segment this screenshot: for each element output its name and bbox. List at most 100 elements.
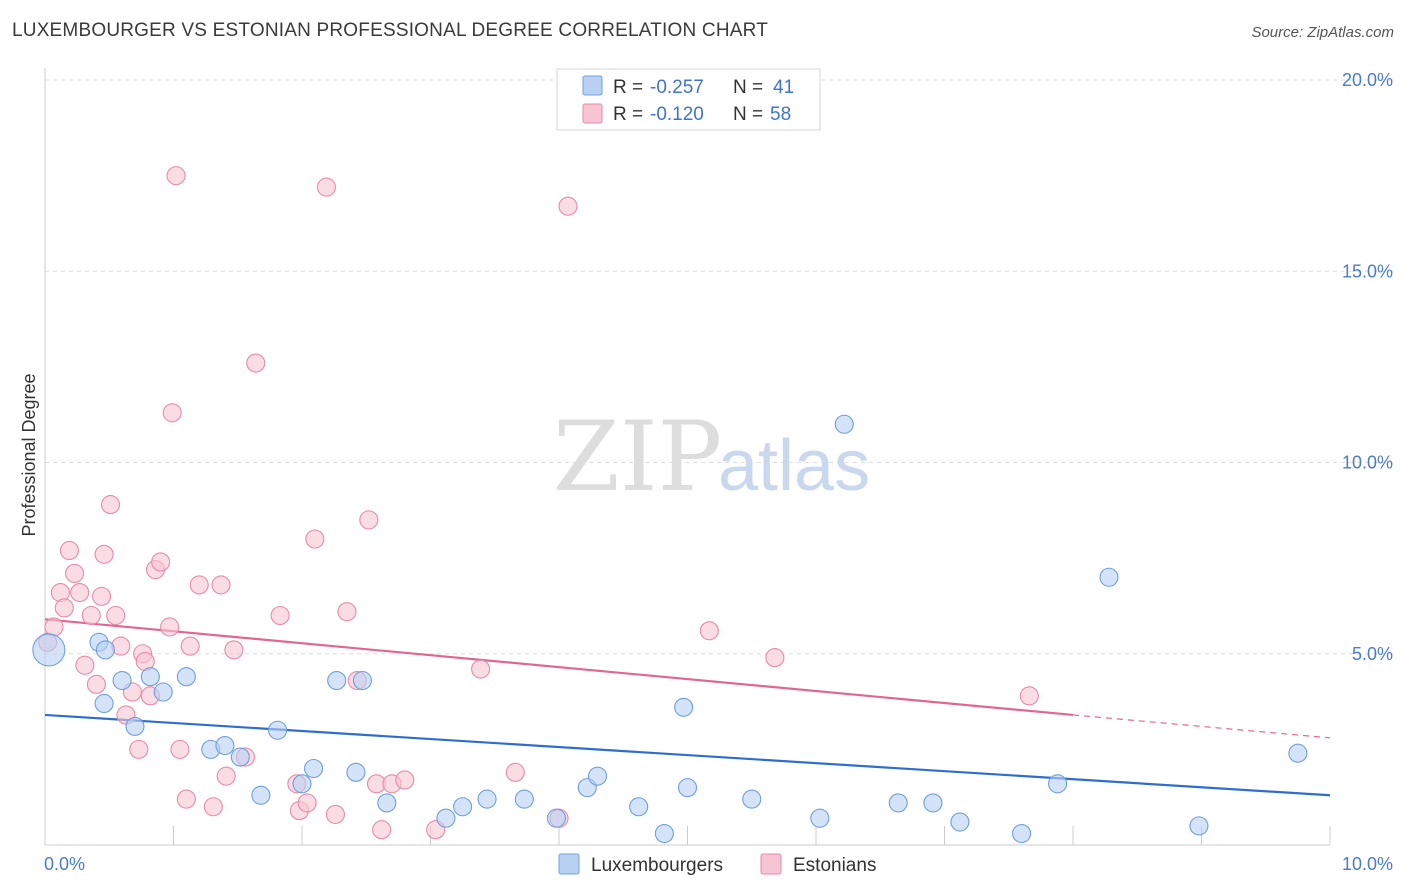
- estonians-point-33: [224, 640, 244, 660]
- luxembourgers-point-40: [1189, 816, 1209, 836]
- luxembourgers-point-28: [654, 823, 674, 844]
- estonians-point-13: [106, 605, 126, 626]
- luxembourgers-point-29: [674, 697, 694, 717]
- trend-lines: [44, 618, 1331, 797]
- estonians-point-54: [558, 196, 578, 216]
- estonians-point-3: [54, 598, 74, 618]
- luxembourgers-point-14: [292, 774, 312, 794]
- estonians-point-6: [70, 582, 90, 603]
- estonians-point-9: [86, 674, 106, 694]
- luxembourgers-point-31: [742, 789, 762, 809]
- luxembourgers-point-16: [327, 670, 347, 691]
- estonians-point-45: [359, 510, 379, 530]
- estonians-point-41: [316, 177, 336, 197]
- est-r-value: -0.120: [650, 104, 704, 125]
- estonians-point-39: [297, 793, 317, 813]
- lux-trend-line: [44, 713, 1331, 797]
- lux-r-value: -0.257: [650, 77, 704, 98]
- luxembourgers-point-36: [950, 812, 970, 832]
- estonians-point-40: [305, 529, 325, 549]
- luxembourgers-point-26: [587, 766, 608, 786]
- luxembourgers-point-24: [546, 808, 566, 828]
- luxembourgers-point-18: [352, 670, 372, 691]
- luxembourgers-point-15: [304, 758, 324, 779]
- est-trend-line: [44, 618, 1074, 717]
- y-tick-label-1: 10.0%: [1342, 453, 1393, 473]
- estonians-swatch: [760, 853, 782, 875]
- estonians-point-52: [505, 762, 525, 782]
- watermark-atlas: atlas: [718, 426, 870, 506]
- luxembourgers-point-23: [514, 789, 534, 809]
- estonians-point-47: [372, 820, 392, 840]
- est-legend-swatch: [582, 103, 603, 124]
- estonians-point-23: [160, 617, 180, 637]
- luxembourgers-point-11: [230, 747, 250, 767]
- estonians-point-32: [216, 766, 236, 786]
- estonians-legend-label: Estonians: [793, 855, 876, 876]
- luxembourgers-point-34: [888, 793, 908, 813]
- axes: [44, 68, 1331, 846]
- luxembourgers-point-0: [32, 633, 66, 667]
- estonians-point-43: [337, 602, 357, 622]
- x-tick-labels: 0.0% 10.0%: [44, 854, 1393, 874]
- luxembourgers-point-20: [436, 808, 456, 828]
- estonians-point-51: [471, 659, 491, 679]
- estonians-point-27: [176, 789, 196, 809]
- luxembourgers-point-5: [125, 716, 145, 736]
- estonians-point-35: [246, 353, 266, 373]
- estonians-point-1: [44, 617, 64, 637]
- luxembourgers-point-30: [677, 778, 698, 798]
- luxembourgers-point-17: [346, 762, 366, 782]
- est-trend-line-extension: [1072, 714, 1331, 739]
- luxembourgers-swatch: [558, 853, 580, 875]
- estonians-point-42: [325, 804, 345, 824]
- luxembourgers-point-38: [1048, 774, 1068, 794]
- lux-r-label: R =: [613, 77, 643, 98]
- luxembourgers-point-3: [95, 640, 115, 660]
- estonians-point-36: [270, 605, 290, 626]
- luxembourgers-point-41: [1288, 743, 1308, 763]
- estonians-point-57: [1019, 686, 1039, 706]
- luxembourgers-point-33: [834, 414, 854, 434]
- luxembourgers-point-12: [251, 785, 271, 805]
- luxembourgers-point-6: [140, 667, 160, 687]
- estonians-point-49: [395, 770, 415, 790]
- luxembourgers-point-13: [268, 720, 288, 740]
- estonians-point-55: [699, 621, 719, 641]
- chart-title: LUXEMBOURGER VS ESTONIAN PROFESSIONAL DE…: [12, 20, 769, 41]
- luxembourgers-point-10: [215, 735, 235, 756]
- lux-legend-swatch: [582, 75, 603, 96]
- luxembourgers-point-37: [1012, 823, 1032, 844]
- luxembourgers-legend-label: Luxembourgers: [591, 855, 723, 876]
- estonians-point-8: [81, 605, 101, 626]
- lux-n-value: 41: [773, 77, 794, 98]
- y-tick-label-3: 20.0%: [1342, 70, 1393, 90]
- watermark-zip: ZIP: [553, 401, 722, 513]
- x-tick-label-0: 0.0%: [44, 854, 85, 874]
- estonians-point-30: [203, 797, 223, 817]
- luxembourgers-point-7: [153, 682, 173, 702]
- luxembourgers-point-39: [1099, 567, 1119, 587]
- est-r-label: R =: [613, 104, 643, 125]
- y-tick-label-0: 5.0%: [1352, 644, 1393, 664]
- estonians-point-17: [129, 739, 149, 759]
- luxembourgers-point-19: [377, 793, 397, 813]
- data-points: [32, 166, 1308, 844]
- estonians-point-22: [151, 552, 171, 572]
- y-tick-labels: 5.0% 10.0% 15.0% 20.0%: [1342, 70, 1393, 664]
- stats-legend: R = -0.257 N = 41 R = -0.120 N = 58: [556, 68, 821, 131]
- estonians-point-24: [162, 403, 182, 423]
- y-tick-label-2: 15.0%: [1342, 261, 1393, 281]
- luxembourgers-point-21: [453, 797, 473, 817]
- estonians-point-12: [100, 495, 121, 515]
- estonians-point-11: [94, 544, 114, 564]
- estonians-point-25: [166, 166, 186, 186]
- luxembourgers-point-22: [477, 789, 497, 809]
- estonians-point-10: [91, 586, 112, 606]
- luxembourgers-point-4: [112, 670, 132, 691]
- luxembourgers-point-27: [629, 797, 649, 817]
- lux-n-label: N =: [733, 77, 763, 98]
- luxembourgers-point-2: [94, 693, 114, 714]
- estonians-point-28: [180, 636, 200, 656]
